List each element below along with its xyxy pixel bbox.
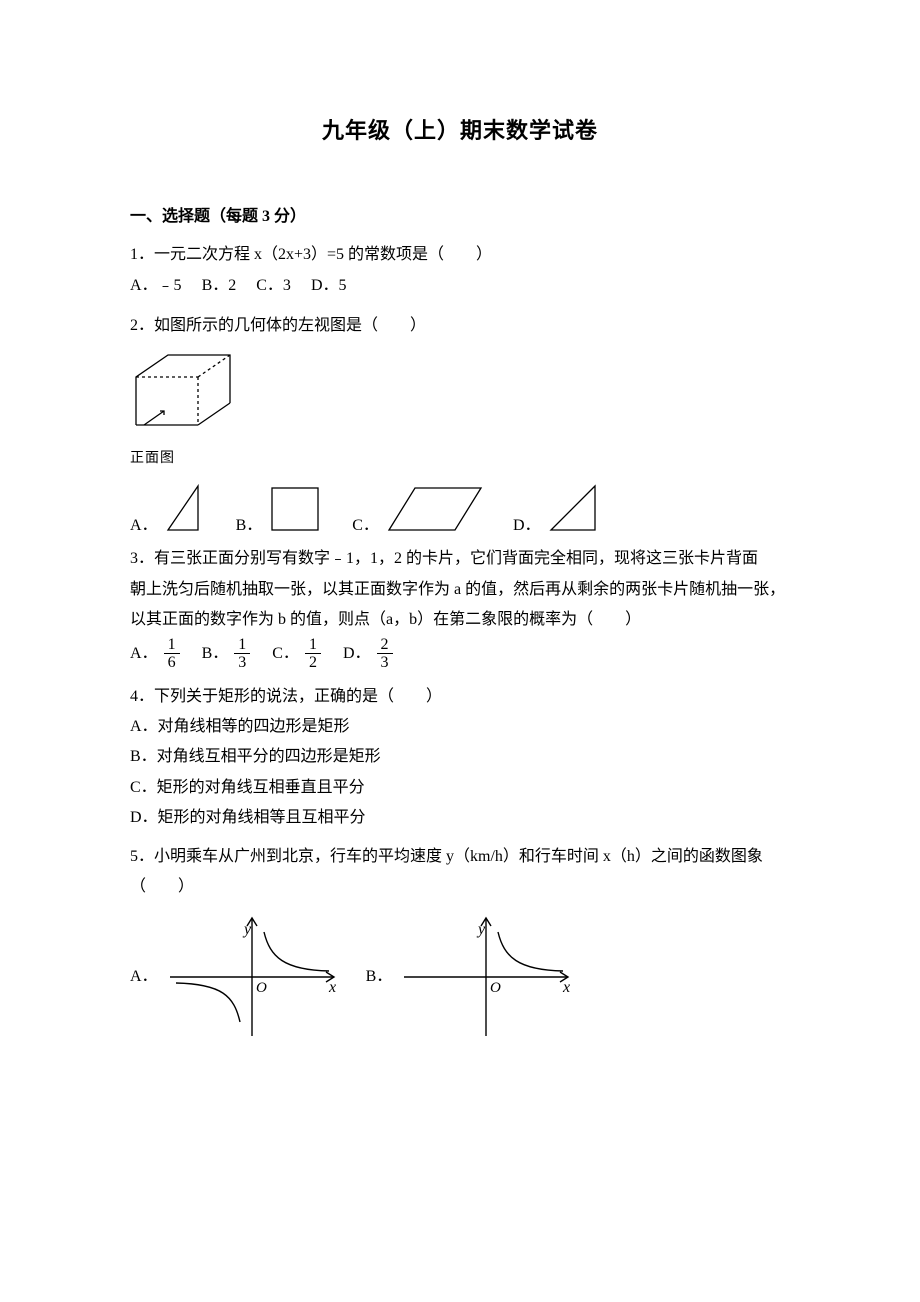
q1-opt-d: D．5 (311, 271, 347, 301)
q3-line2: 朝上洗匀后随机抽取一张，以其正面数字作为 a 的值，然后再从剩余的两张卡片随机抽… (130, 575, 790, 605)
q4-opt-d: D．矩形的对角线相等且互相平分 (130, 803, 790, 833)
q2-opt-c: C． (352, 482, 485, 534)
fraction-icon: 1 2 (305, 636, 321, 672)
fraction-icon: 2 3 (377, 636, 393, 672)
question-1: 1．一元二次方程 x（2x+3）=5 的常数项是（ ） A．﹣5 B．2 C．3… (130, 240, 790, 301)
fraction-icon: 1 3 (234, 636, 250, 672)
q3-opt-b: B． 1 3 (202, 636, 253, 672)
page-title: 九年级（上）期末数学试卷 (130, 110, 790, 152)
right-triangle-icon (547, 482, 603, 534)
fraction-icon: 1 6 (164, 636, 180, 672)
question-5: 5．小明乘车从广州到北京，行车的平均速度 y（km/h）和行车时间 x（h）之间… (130, 842, 790, 1043)
q1-text: 1．一元二次方程 x（2x+3）=5 的常数项是（ ） (130, 240, 790, 270)
question-2: 2．如图所示的几何体的左视图是（ ） 正面图 A． (130, 311, 790, 534)
q5-opt-b: B． y x O (366, 912, 579, 1042)
triangle-icon (164, 482, 208, 534)
svg-text:x: x (562, 979, 570, 996)
q5-opt-a: A． y x O (130, 912, 344, 1042)
hyperbola-full-icon: y x O (164, 912, 344, 1042)
q2-opt-b: B． (236, 482, 325, 534)
exam-page: 九年级（上）期末数学试卷 一、选择题（每题 3 分） 1．一元二次方程 x（2x… (0, 0, 920, 1302)
q5-line2: （ ） (130, 872, 790, 902)
q3-options: A． 1 6 B． 1 3 C． 1 2 (130, 636, 790, 672)
prism-icon (130, 347, 240, 432)
question-3: 3．有三张正面分别写有数字﹣1，1，2 的卡片，它们背面完全相同，现将这三张卡片… (130, 544, 790, 671)
hyperbola-q1-icon: y x O (398, 912, 578, 1042)
q4-opt-c: C．矩形的对角线互相垂直且平分 (130, 773, 790, 803)
q2-options: A． B． C． D． (130, 482, 790, 534)
q2-opt-a: A． (130, 482, 208, 534)
question-4: 4．下列关于矩形的说法，正确的是（ ） A．对角线相等的四边形是矩形 B．对角线… (130, 682, 790, 834)
svg-text:x: x (328, 979, 336, 996)
section-header: 一、选择题（每题 3 分） (130, 202, 790, 232)
q3-opt-c: C． 1 2 (272, 636, 323, 672)
q3-line3: 以其正面的数字作为 b 的值，则点（a，b）在第二象限的概率为（ ） (130, 605, 790, 635)
svg-text:O: O (490, 980, 501, 996)
q1-opt-c: C．3 (256, 271, 291, 301)
q3-opt-a: A． 1 6 (130, 636, 182, 672)
q1-options: A．﹣5 B．2 C．3 D．5 (130, 271, 790, 301)
q3-line1: 3．有三张正面分别写有数字﹣1，1，2 的卡片，它们背面完全相同，现将这三张卡片… (130, 544, 790, 574)
q1-opt-b: B．2 (202, 271, 237, 301)
q4-opt-a: A．对角线相等的四边形是矩形 (130, 712, 790, 742)
svg-text:y: y (242, 921, 252, 938)
q3-opt-d: D． 2 3 (343, 636, 395, 672)
q5-line1: 5．小明乘车从广州到北京，行车的平均速度 y（km/h）和行车时间 x（h）之间… (130, 842, 790, 872)
svg-text:y: y (476, 921, 486, 938)
q2-opt-d: D． (513, 482, 603, 534)
q5-options: A． y x O B． (130, 912, 790, 1042)
parallelogram-icon (385, 482, 485, 534)
q4-opt-b: B．对角线互相平分的四边形是矩形 (130, 742, 790, 772)
q1-opt-a: A．﹣5 (130, 271, 182, 301)
q2-figure (130, 347, 790, 443)
q4-text: 4．下列关于矩形的说法，正确的是（ ） (130, 682, 790, 712)
square-icon (268, 482, 324, 534)
svg-text:O: O (256, 980, 267, 996)
q2-caption: 正面图 (130, 446, 790, 473)
q2-text: 2．如图所示的几何体的左视图是（ ） (130, 311, 790, 341)
